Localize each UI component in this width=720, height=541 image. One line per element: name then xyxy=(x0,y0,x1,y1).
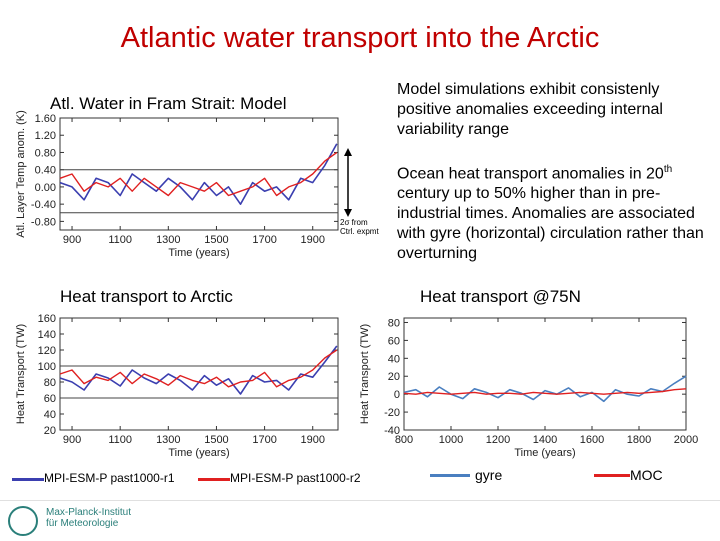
legend-r1-label: MPI-ESM-P past1000-r1 xyxy=(44,471,175,485)
series-line-1 xyxy=(59,143,338,205)
y-tick-label: 80 xyxy=(388,317,400,329)
legend-gyre-label: gyre xyxy=(475,467,503,483)
x-axis-title: Time (years) xyxy=(168,447,229,459)
note-ocean-heat: Ocean heat transport anomalies in 20th c… xyxy=(397,160,712,264)
y-tick-label: 20 xyxy=(388,371,400,383)
y-tick-label: 80 xyxy=(44,377,56,389)
y-tick-label: -20 xyxy=(384,407,400,419)
plot-frame xyxy=(403,317,687,431)
x-tick-label: 1300 xyxy=(156,234,180,246)
x-tick-label: 2000 xyxy=(674,434,698,446)
chart1-title: Atl. Water in Fram Strait: Model xyxy=(50,94,287,113)
series-line-1 xyxy=(59,345,338,395)
slide-title: Atlantic water transport into the Arctic xyxy=(120,22,600,54)
x-axis-title: Time (years) xyxy=(168,247,229,259)
chart3-title: Heat transport @75N xyxy=(420,287,581,306)
legend-r2-label: MPI-ESM-P past1000-r2 xyxy=(230,471,361,485)
x-tick-label: 1600 xyxy=(580,434,604,446)
mpi-logo-text: Max-Planck-Institut für Meteorologie xyxy=(46,507,131,529)
y-tick-label: 40 xyxy=(44,409,56,421)
y-tick-label: 0 xyxy=(394,389,400,401)
legend-r2-swatch xyxy=(198,478,230,481)
x-tick-label: 1900 xyxy=(300,434,324,446)
y-tick-label: 60 xyxy=(44,393,56,405)
y-tick-label: -0.40 xyxy=(31,199,56,211)
legend-moc-label: MOC xyxy=(630,467,663,483)
note-model-simulations: Model simulations exhibit consistenly po… xyxy=(397,81,663,138)
plot-frame xyxy=(59,317,339,431)
x-tick-label: 900 xyxy=(63,234,81,246)
x-tick-label: 1500 xyxy=(204,434,228,446)
x-tick-label: 1100 xyxy=(108,234,132,246)
note-ocean-heat-part1: Ocean heat transport anomalies in 20 xyxy=(397,165,664,183)
two-sigma-arrow xyxy=(344,148,352,217)
x-tick-label: 1400 xyxy=(533,434,557,446)
plot-frame xyxy=(59,117,339,231)
y-tick-label: 60 xyxy=(388,335,400,347)
chart-heat-transport-arctic: 160 140 120 100 80 60 40 20 900 1100 1300 1500 1700 1… xyxy=(15,313,339,459)
y-axis-title: Atl. Layer Temp anom. (K) xyxy=(15,110,27,238)
mpi-logo-icon xyxy=(8,506,38,536)
note-ocean-heat-part2: century up to 50% higher than in pre-ind… xyxy=(397,185,704,263)
chart-fram-strait: 1.60 1.20 0.80 0.40 0.00 -0.40 -0.80 900 1100 130… xyxy=(15,110,339,259)
x-axis-title: Time (years) xyxy=(514,447,575,459)
x-tick-label: 1300 xyxy=(156,434,180,446)
x-tick-label: 800 xyxy=(395,434,413,446)
y-tick-label: 20 xyxy=(44,425,56,437)
logo-line1: Max-Planck-Institut xyxy=(46,507,132,518)
y-tick-label: -0.80 xyxy=(31,216,56,228)
x-tick-label: 1500 xyxy=(204,234,228,246)
legend-gyre-swatch xyxy=(430,474,470,477)
series-line-1 xyxy=(403,375,687,403)
y-tick-label: 0.80 xyxy=(35,147,56,159)
x-tick-label: 1700 xyxy=(252,434,276,446)
x-tick-label: 1100 xyxy=(108,434,132,446)
y-tick-label: 140 xyxy=(38,329,56,341)
x-tick-label: 1000 xyxy=(439,434,463,446)
y-tick-label: 0.00 xyxy=(35,182,56,194)
x-tick-label: 1900 xyxy=(300,234,324,246)
series-line-2 xyxy=(403,388,687,395)
series-line-2 xyxy=(59,349,338,388)
footer xyxy=(0,500,720,541)
two-sigma-label: 2σ from Ctrl. expmt xyxy=(340,218,379,236)
y-tick-label: 40 xyxy=(388,353,400,365)
y-tick-label: -40 xyxy=(384,425,400,437)
series-line-2 xyxy=(59,151,338,197)
y-tick-label: 120 xyxy=(38,345,56,357)
x-tick-label: 1800 xyxy=(627,434,651,446)
chart2-title: Heat transport to Arctic xyxy=(60,287,233,306)
x-tick-label: 1700 xyxy=(252,234,276,246)
logo-line2: für Meteorologie xyxy=(46,518,119,529)
y-tick-label: 100 xyxy=(38,361,56,373)
x-tick-label: 900 xyxy=(63,434,81,446)
y-tick-label: 1.60 xyxy=(35,113,56,125)
legend-r1-swatch xyxy=(12,478,44,481)
y-tick-label: 160 xyxy=(38,313,56,325)
y-tick-label: 0.40 xyxy=(35,165,56,177)
y-axis-title: Heat Transport (TW) xyxy=(359,324,371,424)
x-tick-label: 1200 xyxy=(486,434,510,446)
legend-moc-swatch xyxy=(594,474,630,477)
note-ocean-heat-sup: th xyxy=(663,164,673,175)
y-tick-label: 1.20 xyxy=(35,130,56,142)
y-axis-title: Heat Transport (TW) xyxy=(15,324,27,424)
